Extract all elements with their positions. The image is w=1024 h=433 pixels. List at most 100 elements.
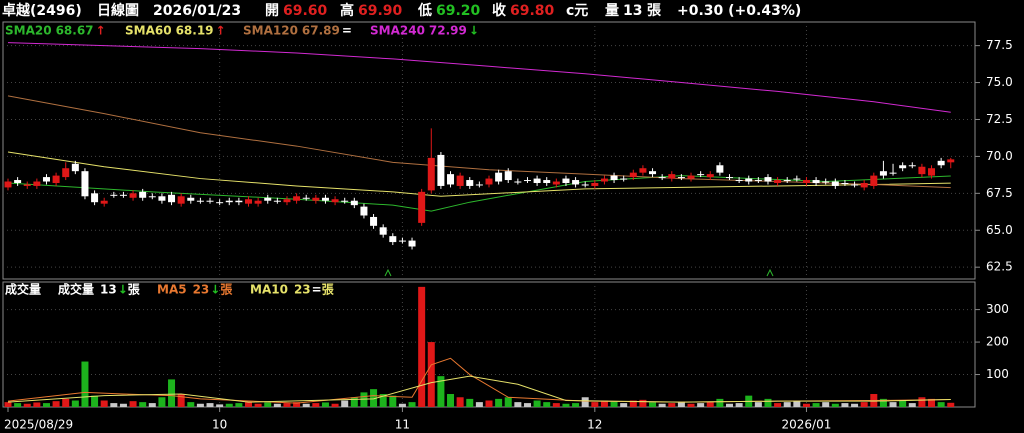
y-tick-label: 67.5 [986, 186, 1013, 200]
label: 低 [417, 2, 432, 19]
volume-bar [879, 398, 887, 407]
candle-body [523, 180, 531, 182]
candle-body [235, 200, 243, 203]
candle-body [42, 177, 50, 182]
legend-arrow: ↓ [210, 283, 220, 297]
candle-body [158, 196, 166, 201]
volume-bar [908, 403, 916, 407]
candle-body [716, 165, 724, 173]
candle-body [581, 184, 589, 186]
volume-bar [495, 398, 503, 407]
candle-body [649, 171, 657, 175]
x-tick-label: 11 [395, 418, 410, 432]
volume-bar [802, 403, 810, 407]
candle-body [52, 175, 60, 183]
candle-body [552, 181, 560, 185]
legend-value: 68.19 [176, 24, 214, 38]
volume-bar [139, 402, 147, 407]
candle-body [350, 200, 358, 206]
candle-body [879, 171, 887, 176]
unit: c元 [566, 3, 588, 19]
candle-body [764, 177, 772, 182]
candle-body [177, 196, 185, 204]
volume-bar [254, 403, 262, 407]
volume-bar [668, 403, 676, 407]
x-tick-label: 12 [587, 418, 602, 432]
candle-body [437, 154, 445, 186]
volume-bar [206, 403, 214, 407]
volume-bar [822, 402, 830, 407]
volume-bar [899, 400, 907, 407]
volume-bar [71, 400, 79, 407]
volume-bar [273, 403, 281, 407]
volume-bar [187, 402, 195, 407]
candle-body [870, 175, 878, 186]
candle-body [14, 180, 22, 183]
volume-bar [33, 402, 41, 407]
candle-body [427, 157, 435, 191]
volume-value: 13 [623, 3, 642, 19]
volume-bar [81, 361, 89, 407]
legend-value: 13 [100, 283, 117, 297]
legend-arrow: ↑ [96, 24, 106, 38]
volume-bar [119, 403, 127, 407]
volume-bar [283, 403, 291, 407]
volume-bar [350, 397, 358, 407]
volume-bar [764, 398, 772, 407]
volume-bar [841, 403, 849, 407]
volume-bar [42, 403, 50, 407]
candle-body [572, 180, 580, 185]
legend-name: MA5 [157, 283, 187, 297]
label: 開 [265, 3, 279, 19]
volume-bar [889, 402, 897, 407]
volume-bar [706, 402, 714, 407]
volume-bar [600, 400, 608, 407]
y-tick-label: 72.5 [986, 112, 1013, 126]
volume-bar [629, 400, 637, 407]
candle-body [466, 180, 474, 186]
candle-body [379, 227, 387, 235]
candle-body [100, 200, 108, 204]
x-tick-label: 2025/08/29 [4, 418, 73, 432]
marker [384, 268, 392, 277]
candle-body [937, 160, 945, 166]
volume-bar [408, 402, 416, 407]
legend-unit: 張 [220, 283, 233, 297]
candle-body [110, 194, 118, 196]
candle-body [677, 177, 685, 179]
volume-bar [610, 401, 618, 407]
candle-body [706, 174, 714, 178]
candle-body [168, 194, 176, 203]
legend-arrow: ↓ [469, 24, 479, 38]
volume-bar [475, 402, 483, 407]
candle-body [206, 200, 214, 202]
legend-name: SMA60 [125, 24, 172, 38]
candle-body [947, 159, 955, 163]
volume-bar [620, 403, 628, 407]
legend-name: MA10 [250, 283, 288, 297]
candle-body [418, 191, 426, 223]
date: 2026/01/23 [153, 3, 241, 19]
candle-body [793, 178, 801, 180]
y-tick-label: 65.0 [986, 223, 1013, 237]
volume-bar [91, 395, 99, 407]
candle-body [91, 193, 99, 203]
ma-line [7, 42, 951, 113]
legend-arrow: = [312, 283, 322, 297]
legend-arrow: = [342, 24, 352, 38]
candle-body [485, 178, 493, 185]
volume-bar [14, 403, 22, 407]
candle-body [196, 200, 204, 202]
candle-body [187, 197, 195, 201]
volume-bar [216, 404, 224, 407]
volume-bar [264, 402, 272, 407]
volume-bar [196, 403, 204, 407]
volume-bar [831, 403, 839, 407]
candle-body [562, 178, 570, 183]
candle-body [851, 184, 859, 186]
x-tick-label: 10 [212, 418, 227, 432]
candle-body [687, 175, 695, 179]
candle-body [591, 182, 599, 186]
volume-bar [4, 402, 12, 407]
